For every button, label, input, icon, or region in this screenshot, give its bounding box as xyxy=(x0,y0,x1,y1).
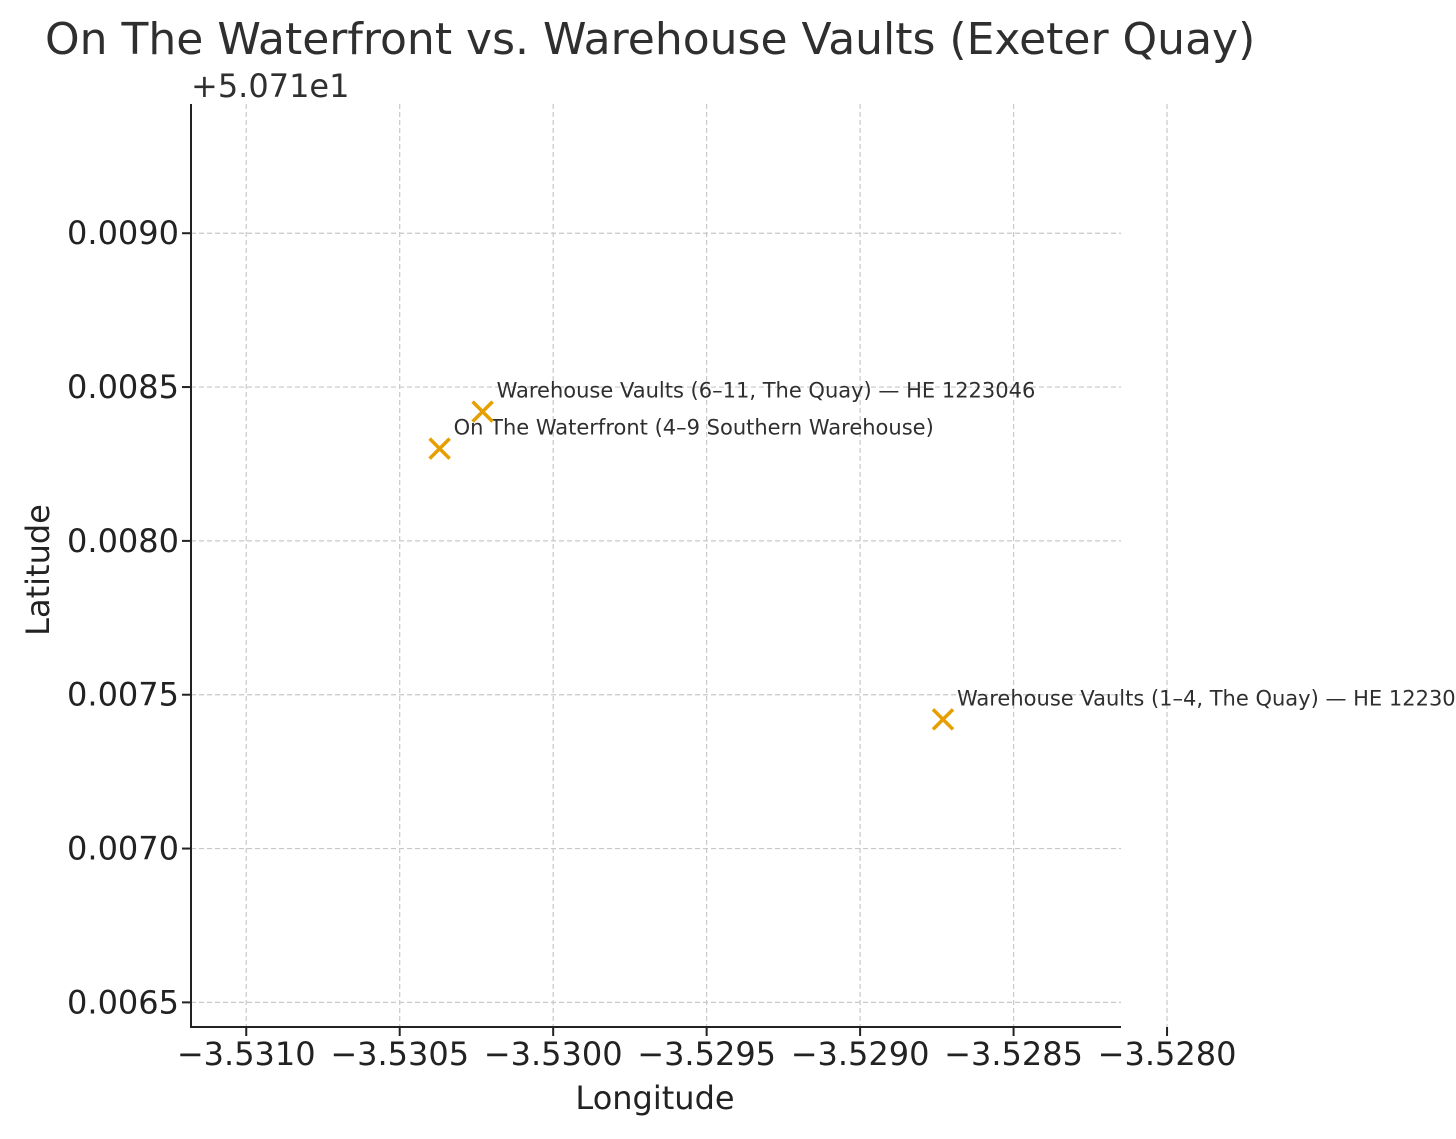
y-tick-label: 0.0065 xyxy=(67,983,179,1021)
x-tick-label: −3.5310 xyxy=(177,1035,316,1073)
x-marker-stroke xyxy=(428,437,451,460)
y-tick-label: 0.0080 xyxy=(67,522,179,560)
x-tick-label: −3.5305 xyxy=(330,1035,469,1073)
grid-layer xyxy=(191,104,1168,1027)
y-tick-label: 0.0070 xyxy=(67,830,179,868)
x-axis-label: Longitude xyxy=(575,1079,734,1117)
y-axis-label: Latitude xyxy=(19,504,57,636)
x-marker-stroke xyxy=(471,400,494,423)
scatter-point xyxy=(931,708,955,731)
tick-layer: −3.5310 −3.5305 −3.5300 −3.5295 −3.5290 −3.52… xyxy=(67,214,1236,1073)
y-tick-label: 0.0075 xyxy=(67,676,179,714)
y-tick-label: 0.0085 xyxy=(67,368,179,406)
x-tick-label: −3.5285 xyxy=(944,1035,1083,1073)
x-tick-label: −3.5295 xyxy=(637,1035,776,1073)
chart-title: On The Waterfront vs. Warehouse Vaults (… xyxy=(45,14,1255,65)
y-offset-label: +5.071e1 xyxy=(191,67,349,105)
point-label: Warehouse Vaults (1–4, The Quay) — HE 12… xyxy=(957,686,1456,710)
y-tick-label: 0.0090 xyxy=(67,214,179,252)
axis-layer xyxy=(190,104,1121,1028)
point-layer: On The Waterfront (4–9 Southern Warehous… xyxy=(428,379,1456,731)
scatter-point xyxy=(471,400,494,423)
x-tick-label: −3.5290 xyxy=(791,1035,930,1073)
x-tick-label: −3.5300 xyxy=(484,1035,623,1073)
x-marker-stroke xyxy=(931,708,955,731)
scatter-point xyxy=(428,437,451,460)
x-tick-label: −3.5280 xyxy=(1098,1035,1237,1073)
point-label: Warehouse Vaults (6–11, The Quay) — HE 1… xyxy=(497,379,1036,403)
point-label: On The Waterfront (4–9 Southern Warehous… xyxy=(454,416,934,440)
